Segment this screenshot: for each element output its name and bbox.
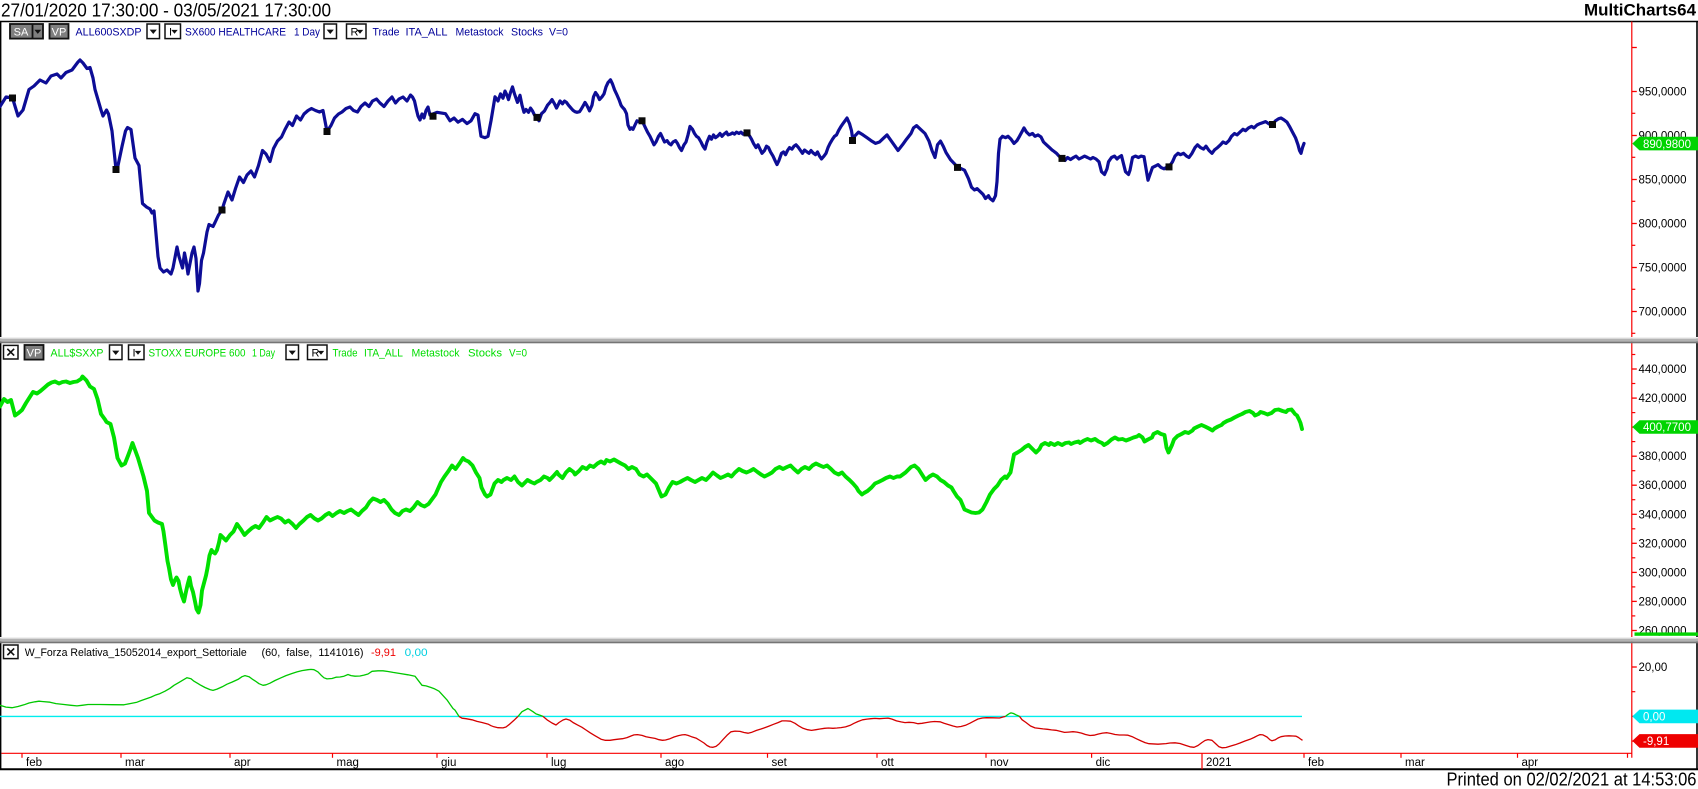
svg-text:VP: VP [52, 26, 67, 38]
svg-text:Metastock: Metastock [456, 26, 504, 38]
svg-text:(60, false, 1141016): (60, false, 1141016) [262, 647, 364, 659]
svg-text:ago: ago [665, 757, 684, 769]
svg-text:-9,91: -9,91 [371, 647, 396, 659]
svg-text:feb: feb [26, 757, 42, 769]
svg-text:ITA_ALL: ITA_ALL [364, 347, 403, 359]
svg-text:280,0000: 280,0000 [1639, 596, 1687, 608]
svg-text:apr: apr [1522, 757, 1539, 769]
svg-text:giu: giu [441, 757, 456, 769]
svg-text:-9,91: -9,91 [1643, 736, 1669, 748]
svg-text:ITA_ALL: ITA_ALL [406, 26, 448, 38]
svg-text:890,9800: 890,9800 [1643, 139, 1691, 151]
svg-text:ALL$SXXP: ALL$SXXP [51, 347, 104, 359]
svg-text:0,00: 0,00 [405, 647, 428, 659]
svg-text:apr: apr [234, 757, 251, 769]
svg-text:Metastock: Metastock [412, 347, 460, 359]
svg-text:1 Day: 1 Day [294, 26, 320, 38]
svg-text:750,0000: 750,0000 [1639, 263, 1687, 275]
svg-text:I: I [133, 347, 136, 359]
svg-text:300,0000: 300,0000 [1639, 567, 1687, 579]
svg-text:MultiCharts64: MultiCharts64 [1584, 1, 1697, 20]
svg-text:320,0000: 320,0000 [1639, 538, 1687, 550]
svg-text:340,0000: 340,0000 [1639, 509, 1687, 521]
svg-text:mag: mag [337, 757, 359, 769]
svg-text:420,0000: 420,0000 [1639, 393, 1687, 405]
svg-text:0,00: 0,00 [1643, 712, 1665, 724]
svg-text:Stocks: Stocks [511, 26, 543, 38]
svg-text:STOXX EUROPE 600: STOXX EUROPE 600 [149, 347, 246, 359]
svg-text:1 Day: 1 Day [252, 347, 275, 359]
svg-text:700,0000: 700,0000 [1639, 307, 1687, 319]
svg-text:SX600 HEALTHCARE: SX600 HEALTHCARE [185, 26, 286, 38]
svg-text:dic: dic [1096, 757, 1111, 769]
svg-text:20,00: 20,00 [1639, 662, 1668, 674]
svg-text:R: R [351, 26, 359, 38]
svg-text:W_Forza Relativa_15052014_expo: W_Forza Relativa_15052014_export_Settori… [25, 647, 247, 659]
svg-text:VP: VP [27, 347, 42, 359]
svg-text:feb: feb [1308, 757, 1324, 769]
svg-text:Printed on 02/02/2021 at 14:53: Printed on 02/02/2021 at 14:53:06 [1447, 770, 1697, 789]
svg-text:mar: mar [125, 757, 145, 769]
svg-text:V=0: V=0 [509, 347, 527, 359]
svg-text:Stocks: Stocks [468, 347, 503, 359]
svg-text:400,7700: 400,7700 [1643, 422, 1691, 434]
svg-text:800,0000: 800,0000 [1639, 219, 1687, 231]
svg-text:I: I [169, 26, 172, 38]
svg-text:380,0000: 380,0000 [1639, 451, 1687, 463]
svg-text:ALL600SXDP: ALL600SXDP [76, 26, 142, 38]
svg-text:lug: lug [551, 757, 566, 769]
svg-text:2021: 2021 [1206, 757, 1232, 769]
svg-text:set: set [772, 757, 788, 769]
svg-text:ott: ott [881, 757, 895, 769]
svg-text:Trade: Trade [373, 26, 400, 38]
svg-text:R: R [312, 347, 320, 359]
svg-text:V=0: V=0 [549, 26, 568, 38]
svg-text:SA: SA [14, 26, 29, 38]
svg-text:440,0000: 440,0000 [1639, 364, 1687, 376]
svg-text:27/01/2020 17:30:00 - 03/05/20: 27/01/2020 17:30:00 - 03/05/2021 17:30:0… [1, 1, 331, 21]
svg-text:mar: mar [1405, 757, 1425, 769]
svg-text:850,0000: 850,0000 [1639, 175, 1687, 187]
svg-text:360,0000: 360,0000 [1639, 480, 1687, 492]
svg-text:nov: nov [990, 757, 1009, 769]
svg-text:950,0000: 950,0000 [1639, 87, 1687, 99]
svg-text:Trade: Trade [333, 347, 358, 359]
